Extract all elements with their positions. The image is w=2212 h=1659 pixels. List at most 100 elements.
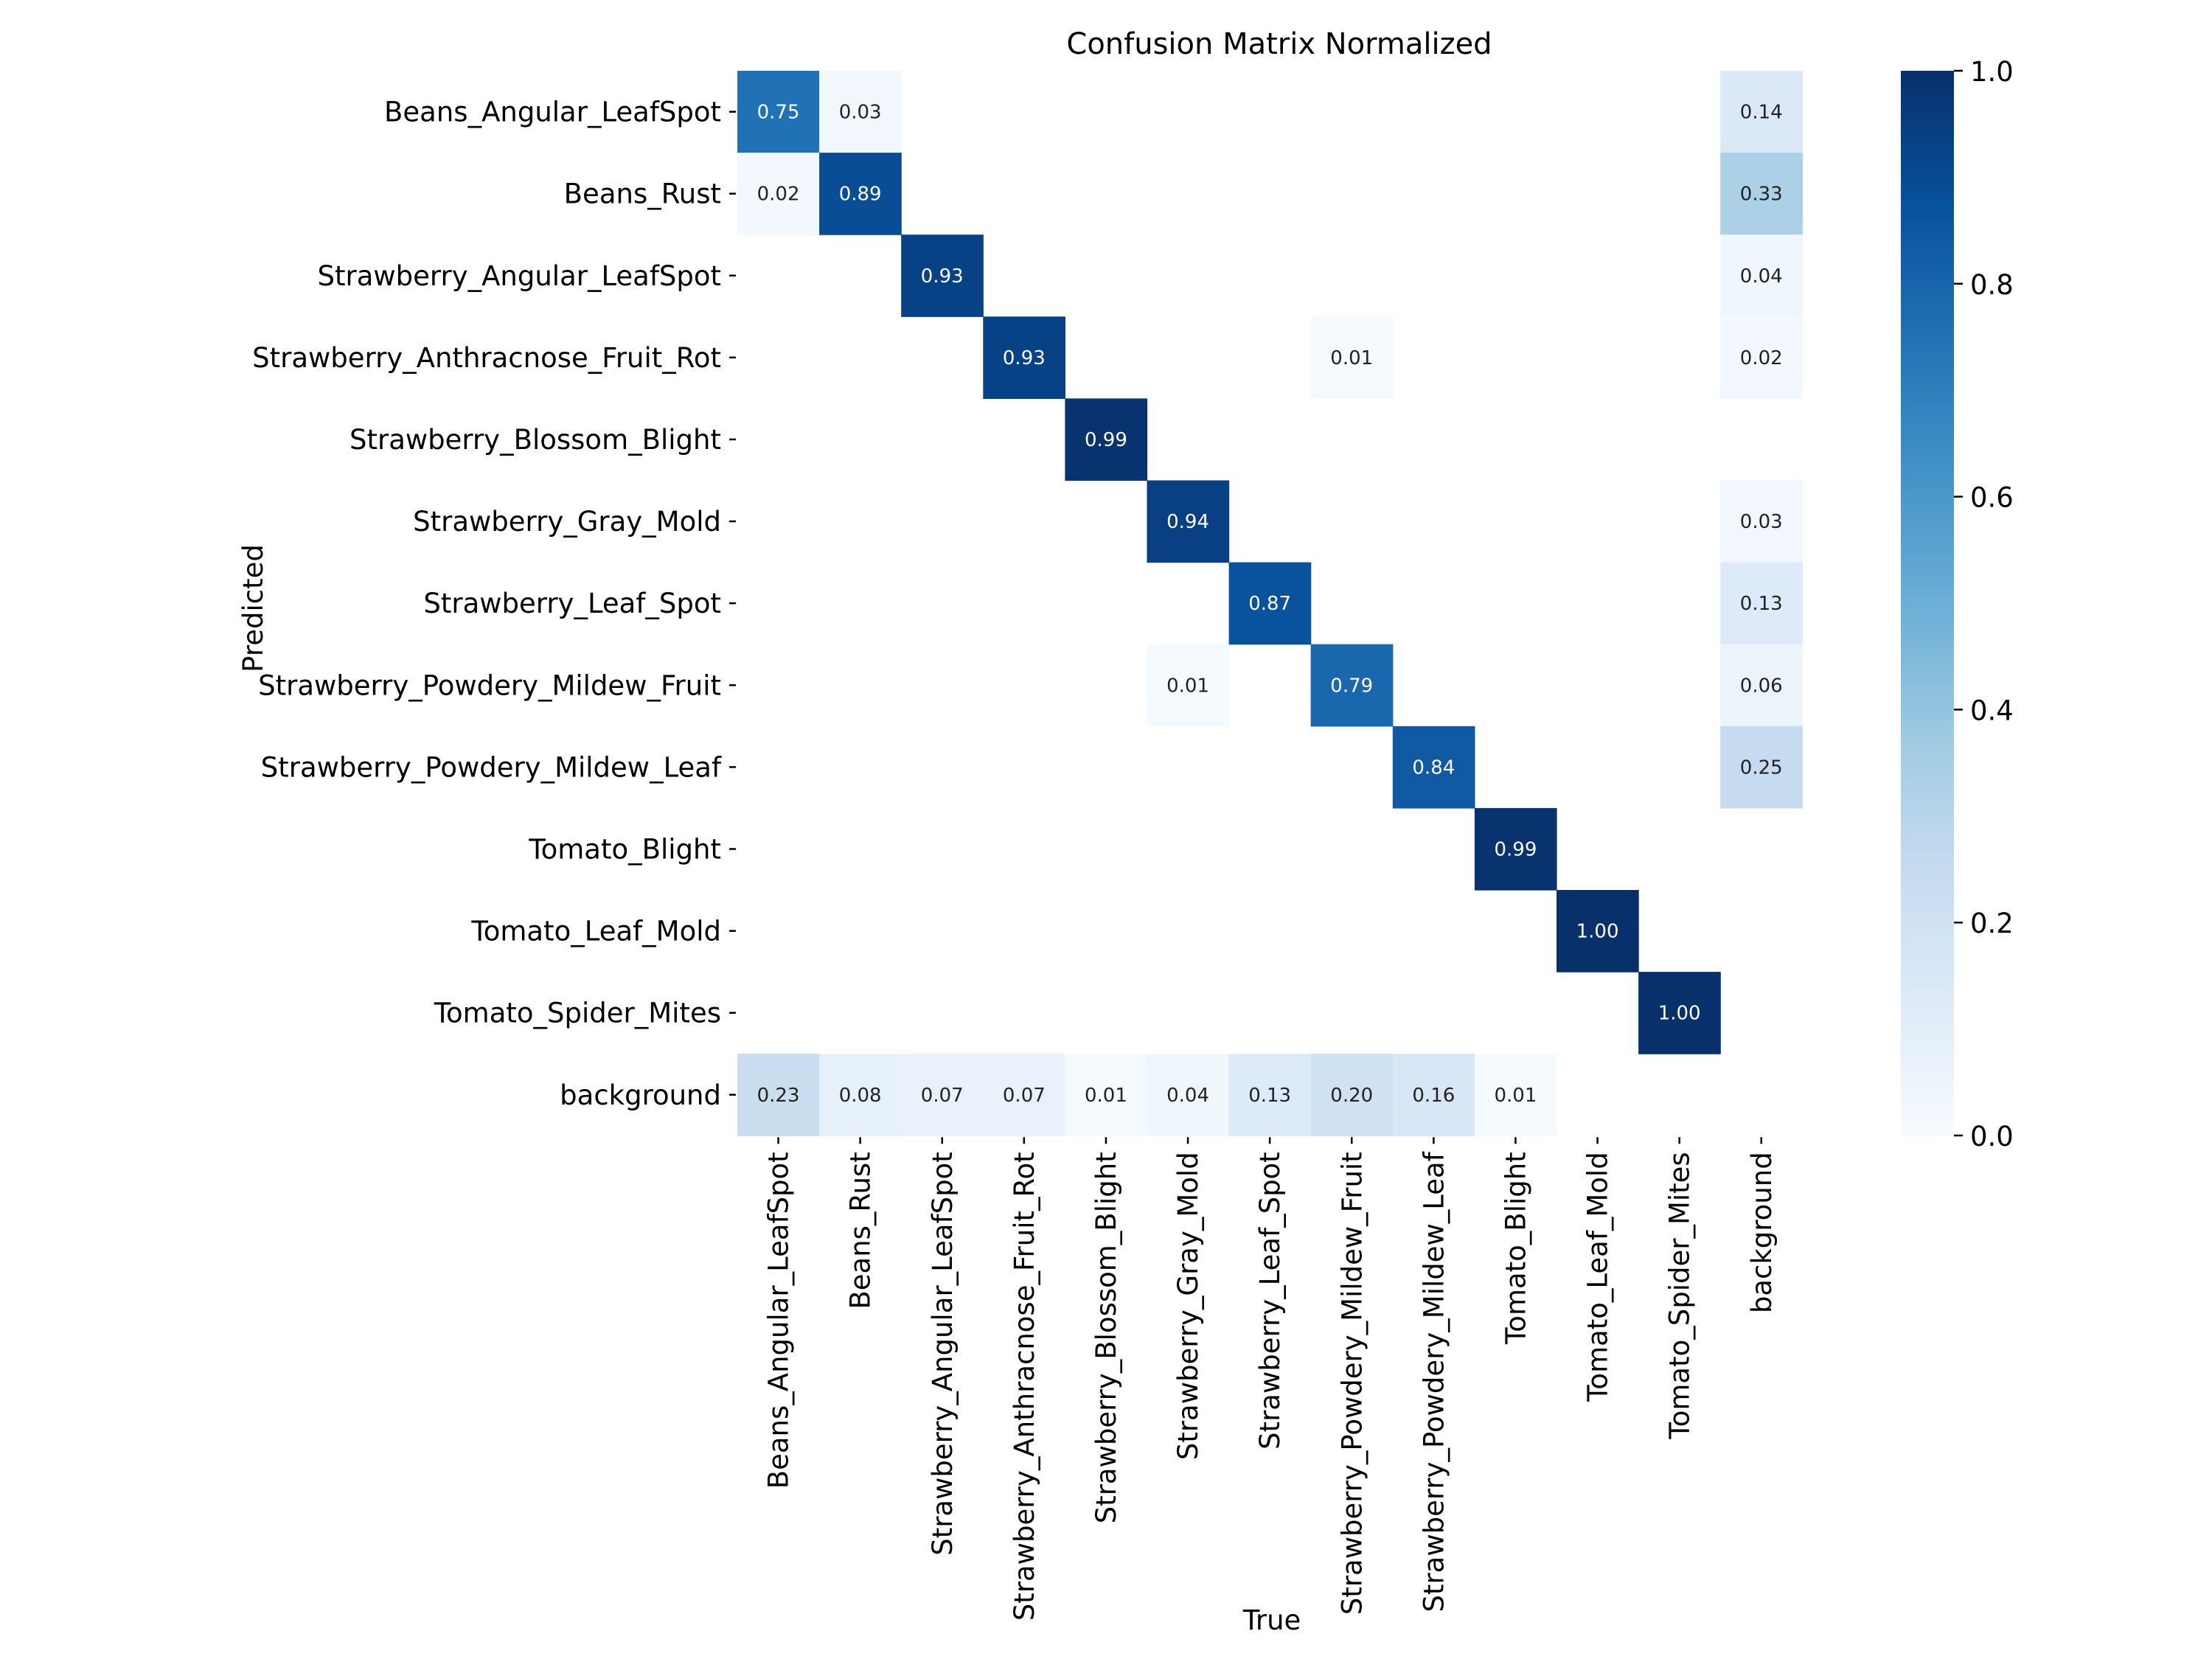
colorbar-tick-label: 0.4	[1970, 695, 2014, 726]
heatmap-cell	[737, 71, 820, 153]
y-tick-label: Strawberry_Anthracnose_Fruit_Rot	[252, 342, 721, 374]
colorbar-gradient	[1901, 71, 1954, 1135]
colorbar-tick-label: 1.0	[1970, 56, 2014, 88]
colorbar-tick-label: 0.8	[1970, 269, 2014, 301]
heatmap-cell	[1474, 807, 1557, 891]
cell-value-label: 0.33	[1740, 184, 1783, 206]
heatmap-cell	[1392, 726, 1475, 809]
cell-value-label: 0.08	[839, 1085, 882, 1107]
heatmap-cell	[1310, 1054, 1394, 1136]
cell-value-label: 0.13	[1740, 593, 1783, 615]
heatmap-cell	[1147, 644, 1230, 727]
cell-value-label: 0.07	[921, 1085, 964, 1107]
cell-value-label: 0.04	[1166, 1085, 1209, 1107]
x-tick-label: Beans_Rust	[845, 1152, 877, 1309]
heatmap-cell	[1228, 1054, 1312, 1136]
cell-value-label: 1.00	[1658, 1003, 1701, 1025]
heatmap-cell	[1720, 726, 1803, 809]
x-axis-ticks: Beans_Angular_LeafSpot Beans_Rust Strawber…	[763, 1137, 1778, 1621]
x-tick-label: Tomato_Spider_Mites	[1664, 1152, 1696, 1439]
y-tick-label: Tomato_Blight	[528, 833, 721, 865]
cell-value-label: 0.01	[1495, 1085, 1537, 1107]
colorbar-tick-label: 0.0	[1970, 1121, 2014, 1152]
heatmap-cell	[901, 234, 984, 317]
cell-value-label: 0.84	[1412, 757, 1455, 779]
y-tick-label: Strawberry_Gray_Mold	[413, 506, 721, 538]
y-tick-label: Strawberry_Powdery_Mildew_Fruit	[258, 669, 721, 701]
cell-value-label: 0.04	[1740, 265, 1783, 288]
heatmap-cell	[983, 316, 1065, 399]
heatmap-cell	[1147, 480, 1230, 563]
cell-value-label: 0.01	[1330, 347, 1373, 369]
heatmap-cell	[1638, 972, 1721, 1054]
chart-title: Confusion Matrix Normalized	[1066, 27, 1492, 61]
y-tick-label: Beans_Rust	[564, 178, 721, 210]
heatmap-cell	[1474, 1054, 1557, 1136]
y-tick-label: background	[560, 1079, 721, 1111]
cell-value-label: 0.13	[1248, 1085, 1291, 1107]
heatmap-cell	[1147, 1054, 1230, 1136]
heatmap-cell-labels: 0.75 0.03 0.14 0.02 0.89 0.33 0.93 0.04 0.93 0.01…	[757, 102, 1783, 1107]
cell-value-label: 0.03	[839, 102, 882, 124]
y-axis-label: Predicted	[237, 544, 269, 672]
cell-value-label: 0.06	[1740, 675, 1783, 697]
heatmap-cell	[1720, 480, 1803, 563]
y-tick-label: Strawberry_Powdery_Mildew_Leaf	[261, 751, 722, 783]
heatmap-cell	[1392, 1054, 1475, 1136]
x-tick-label: Strawberry_Blossom_Blight	[1091, 1152, 1122, 1523]
colorbar	[1901, 71, 1954, 1135]
cell-value-label: 0.79	[1330, 675, 1373, 697]
heatmap-cell	[1310, 316, 1394, 399]
heatmap-cells	[737, 71, 1803, 1136]
x-tick-label: Strawberry_Powdery_Mildew_Fruit	[1336, 1152, 1368, 1615]
x-tick-label: Strawberry_Anthracnose_Fruit_Rot	[1009, 1152, 1040, 1621]
x-tick-label: Strawberry_Powdery_Mildew_Leaf	[1418, 1151, 1450, 1612]
cell-value-label: 0.20	[1330, 1085, 1373, 1107]
cell-value-label: 0.16	[1412, 1085, 1455, 1107]
cell-value-label: 0.07	[1003, 1085, 1046, 1107]
x-tick-label: Tomato_Blight	[1500, 1152, 1531, 1345]
heatmap-cell	[1720, 316, 1803, 399]
cell-value-label: 0.99	[1495, 838, 1537, 860]
heatmap-cell	[1720, 234, 1803, 317]
cell-value-label: 0.25	[1740, 757, 1783, 779]
x-tick-label: Strawberry_Leaf_Spot	[1254, 1152, 1286, 1450]
y-tick-label: Strawberry_Leaf_Spot	[423, 588, 721, 619]
heatmap-cell	[901, 1054, 984, 1136]
heatmap-cell	[737, 153, 820, 235]
x-tick-label: Tomato_Leaf_Mold	[1582, 1152, 1614, 1402]
cell-value-label: 0.87	[1248, 593, 1291, 615]
cell-value-label: 0.01	[1166, 675, 1209, 697]
y-axis-ticks: Beans_Angular_LeafSpot Beans_Rust Strawber…	[252, 97, 736, 1111]
colorbar-ticks: 0.0 0.2 0.4 0.6 0.8 1.0	[1954, 56, 2014, 1152]
heatmap-cell	[819, 71, 902, 153]
heatmap-cell	[819, 153, 902, 235]
colorbar-tick-label: 0.2	[1970, 908, 2014, 939]
heatmap-cell	[1228, 562, 1312, 645]
colorbar-tick-label: 0.6	[1970, 482, 2014, 514]
y-tick-label: Tomato_Leaf_Mold	[470, 916, 721, 947]
cell-value-label: 0.03	[1740, 511, 1783, 533]
heatmap-cell	[737, 1054, 820, 1136]
x-tick-label: Strawberry_Angular_LeafSpot	[927, 1152, 959, 1555]
cell-value-label: 0.01	[1085, 1085, 1127, 1107]
x-tick-label: Beans_Angular_LeafSpot	[763, 1152, 795, 1489]
heatmap-cell	[1720, 71, 1803, 153]
heatmap-cell	[983, 1054, 1065, 1136]
heatmap-cell	[1557, 890, 1639, 973]
heatmap-cell	[1310, 644, 1394, 727]
cell-value-label: 0.75	[757, 102, 800, 124]
cell-value-label: 0.23	[757, 1085, 800, 1107]
cell-value-label: 0.93	[1003, 347, 1046, 369]
cell-value-label: 0.14	[1740, 102, 1783, 124]
cell-value-label: 0.99	[1085, 429, 1127, 451]
y-tick-label: Strawberry_Angular_LeafSpot	[318, 260, 721, 292]
heatmap-cell	[1720, 562, 1803, 645]
y-tick-label: Tomato_Spider_Mites	[434, 998, 721, 1029]
cell-value-label: 0.89	[839, 184, 882, 206]
heatmap-cell	[1065, 398, 1148, 481]
cell-value-label: 0.94	[1166, 511, 1209, 533]
cell-value-label: 0.93	[921, 265, 964, 288]
x-axis-label: True	[1242, 1604, 1301, 1636]
